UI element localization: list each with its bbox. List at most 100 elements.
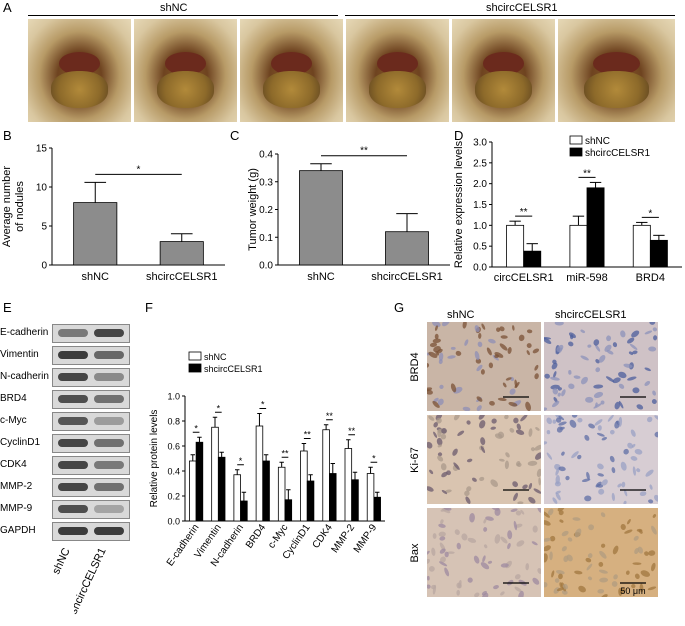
- ihc-nucleus: [516, 423, 521, 430]
- ihc-row-label: BRD4: [409, 352, 421, 381]
- legend-label: shNC: [585, 136, 610, 147]
- ihc-nucleus: [432, 533, 437, 539]
- significance-marker: **: [326, 411, 334, 421]
- ihc-nucleus: [483, 518, 487, 524]
- ihc-nucleus: [577, 417, 583, 423]
- significance-marker: **: [520, 207, 528, 218]
- y-tick-label: 0.4: [259, 150, 273, 161]
- ihc-nucleus: [505, 377, 512, 381]
- ihc-nucleus: [466, 486, 472, 492]
- ihc-nucleus: [515, 429, 525, 435]
- ihc-nucleus: [441, 489, 448, 495]
- significance-marker: *: [261, 400, 265, 410]
- ihc-nucleus: [636, 404, 644, 410]
- ihc-nucleus: [504, 415, 509, 420]
- bar-shcircCELSR1: [284, 499, 293, 522]
- ihc-nucleus: [554, 578, 560, 583]
- bar-shcircCELSR1: [262, 460, 270, 522]
- blot-band: [58, 329, 88, 337]
- ihc-nucleus: [517, 501, 524, 504]
- ihc-nucleus: [612, 342, 618, 348]
- ihc-nucleus: [480, 562, 490, 570]
- ihc-nucleus: [532, 577, 540, 585]
- ihc-nucleus: [588, 423, 595, 429]
- x-tick-label: shNC: [81, 271, 109, 283]
- ihc-nucleus: [586, 471, 590, 480]
- y-tick-label: 0.0: [259, 261, 273, 272]
- bar-shcircCELSR1: [586, 187, 605, 268]
- ihc-nucleus: [644, 367, 651, 372]
- mouse-photo-5: [452, 19, 555, 122]
- ihc-nucleus: [500, 591, 505, 596]
- y-tick-label: 0.2: [259, 205, 273, 216]
- blot-row-label: BRD4: [0, 393, 27, 404]
- ihc-nucleus: [613, 574, 618, 580]
- ihc-nucleus: [632, 562, 642, 565]
- blot-band: [94, 417, 124, 425]
- blot-strip: [52, 412, 130, 431]
- ihc-nucleus: [546, 417, 553, 425]
- ihc-nucleus: [437, 444, 442, 448]
- ihc-nucleus: [453, 415, 460, 421]
- ihc-nucleus: [573, 375, 581, 379]
- ihc-nucleus: [450, 346, 456, 350]
- ihc-nucleus: [595, 481, 602, 488]
- ihc-nucleus: [609, 455, 615, 463]
- ihc-nucleus: [474, 325, 480, 333]
- ihc-nucleus: [568, 383, 575, 390]
- ihc-nucleus: [558, 415, 565, 421]
- blot-band: [58, 395, 88, 403]
- bar-shnc: [366, 473, 375, 522]
- ihc-nucleus: [429, 469, 434, 475]
- ihc-nucleus: [634, 448, 643, 455]
- ihc-nucleus: [526, 329, 533, 334]
- y-tick-label: 5: [41, 222, 47, 233]
- ihc-nucleus: [444, 551, 449, 558]
- y-axis-label: Relative protein levels: [149, 410, 160, 508]
- ihc-nucleus: [432, 400, 440, 408]
- ihc-nucleus: [633, 535, 639, 541]
- ihc-nucleus: [432, 338, 441, 344]
- ihc-nucleus: [568, 332, 576, 339]
- ihc-nucleus: [442, 322, 451, 327]
- ihc-nucleus: [537, 508, 541, 513]
- significance-marker: *: [194, 423, 198, 433]
- ihc-col-label-shcircCELSR1: shcircCELSR1: [555, 309, 627, 321]
- ihc-nucleus: [595, 359, 600, 364]
- significance-marker: *: [217, 403, 221, 413]
- ihc-nucleus: [544, 441, 548, 445]
- ihc-nucleus: [467, 577, 473, 583]
- x-tick-label: MMP-9: [352, 522, 380, 555]
- bar-shcircCELSR1: [217, 456, 226, 522]
- ihc-nucleus: [477, 341, 483, 348]
- ihc-nucleus: [525, 401, 531, 411]
- ihc-nucleus: [431, 547, 436, 556]
- chart-d: 0.0 0.5 1.0 1.5 2.0 2.5 3.0 ** circCELSR1 ** miR-5…: [453, 135, 682, 284]
- ihc-nucleus: [624, 529, 633, 534]
- ihc-nucleus: [637, 546, 644, 554]
- blot-band: [58, 417, 88, 425]
- bar-shnc: [506, 224, 525, 268]
- ihc-nucleus: [538, 477, 541, 486]
- ihc-nucleus: [505, 452, 510, 458]
- ihc-nucleus: [558, 510, 564, 516]
- ihc-nucleus: [434, 333, 439, 340]
- ihc-nucleus: [561, 451, 565, 456]
- chart-c: 0.0 0.1 0.2 0.3 0.4 shNC shcircCELSR1 ** Tumor w…: [247, 146, 450, 283]
- panel-label-f: F: [145, 300, 153, 315]
- bar-shnc: [344, 448, 353, 522]
- ihc-nucleus: [651, 525, 657, 535]
- bar-shnc: [300, 450, 308, 522]
- ihc-nucleus: [629, 343, 638, 350]
- ihc-nucleus: [598, 488, 605, 495]
- panel-label-g: G: [394, 300, 405, 315]
- blot-row-label: GAPDH: [0, 525, 36, 536]
- mouse-photo-1: [28, 19, 131, 122]
- ihc-nucleus: [547, 508, 554, 516]
- ihc-nucleus: [490, 479, 499, 488]
- ihc-nucleus: [444, 489, 452, 493]
- ihc-nucleus: [597, 589, 605, 594]
- ihc-nucleus: [649, 322, 656, 325]
- ihc-nucleus: [618, 371, 627, 379]
- y-tick-label: 1.0: [473, 221, 487, 232]
